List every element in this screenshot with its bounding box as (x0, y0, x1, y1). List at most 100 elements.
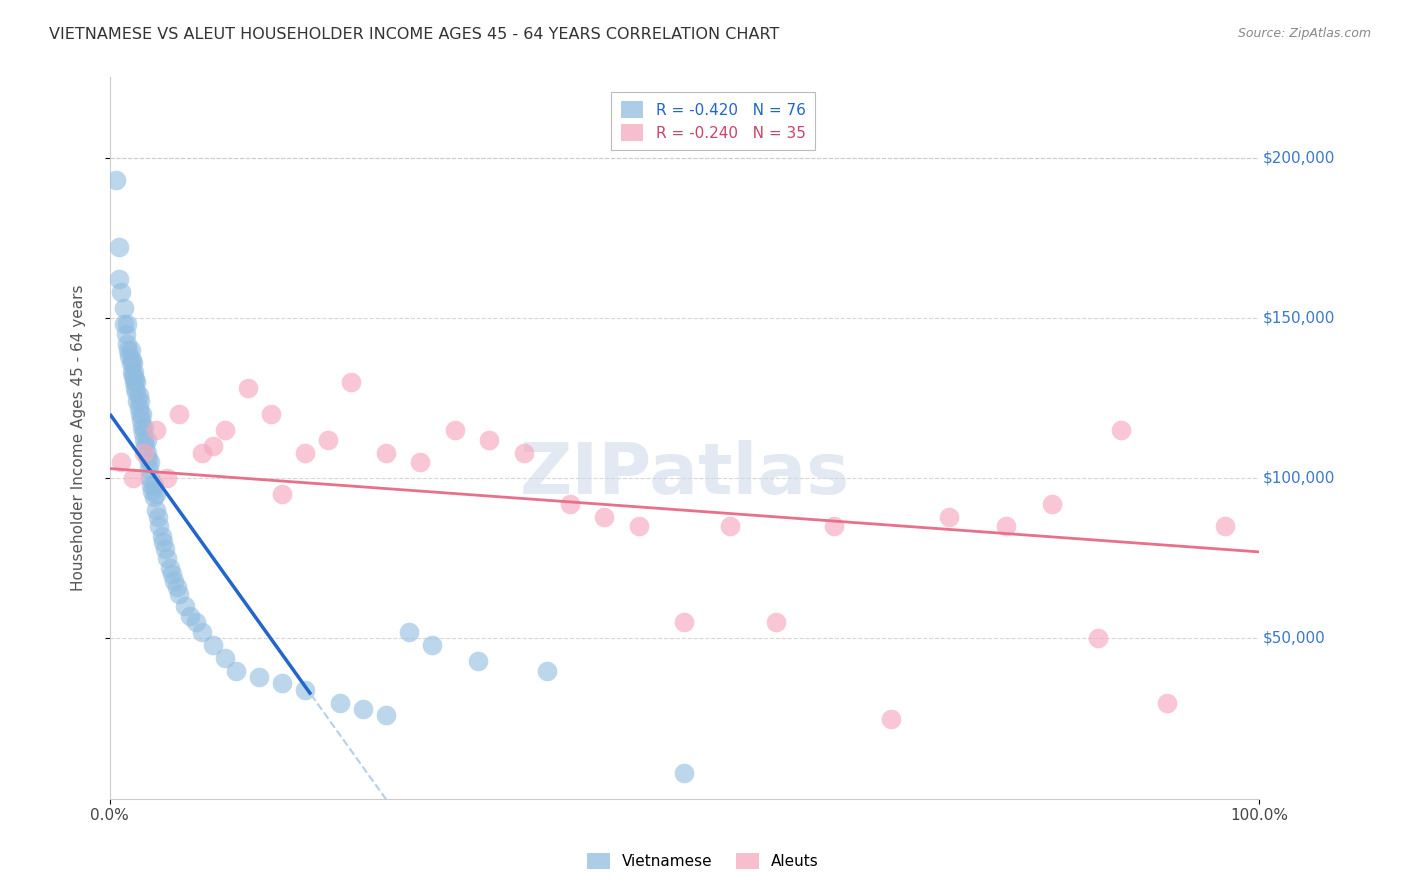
Point (202, 638, 225, 652)
Point (128, 407, 150, 421)
Point (118, 349, 141, 363)
Point (131, 420, 153, 434)
Point (117, 343, 139, 357)
Point (214, 650, 236, 665)
Point (160, 567, 183, 582)
Point (823, 519, 845, 533)
Point (173, 599, 195, 614)
Point (467, 654, 489, 668)
Point (179, 609, 201, 624)
Point (141, 477, 163, 491)
Point (125, 384, 148, 399)
Point (316, 433, 339, 447)
Point (409, 455, 432, 469)
Point (112, 301, 135, 316)
Point (131, 407, 153, 421)
Point (110, 455, 132, 469)
Point (512, 445, 534, 459)
Point (352, 702, 374, 716)
Text: ZIPatlas: ZIPatlas (519, 440, 849, 508)
Point (880, 712, 903, 726)
Point (593, 509, 616, 524)
Point (127, 394, 149, 409)
Point (146, 509, 169, 524)
Text: $200,000: $200,000 (1263, 150, 1334, 165)
Point (142, 491, 165, 505)
Point (163, 574, 186, 588)
Point (110, 285, 132, 300)
Point (150, 529, 173, 543)
Point (132, 426, 155, 441)
Point (1156, 696, 1178, 710)
Point (134, 433, 156, 447)
Point (134, 439, 156, 453)
Point (1213, 519, 1236, 533)
Point (136, 452, 159, 467)
Point (1109, 423, 1132, 437)
Point (108, 240, 131, 254)
Point (120, 343, 142, 357)
Point (153, 541, 176, 556)
Point (115, 318, 138, 332)
Point (294, 682, 316, 697)
Point (122, 365, 145, 379)
Point (236, 381, 259, 395)
Point (374, 445, 396, 459)
Point (138, 461, 160, 475)
Point (159, 561, 181, 575)
Point (121, 471, 143, 485)
Point (129, 413, 152, 427)
Point (145, 423, 167, 437)
Point (128, 394, 150, 409)
Point (128, 388, 150, 402)
Point (536, 664, 558, 678)
Text: VIETNAMESE VS ALEUT HOUSEHOLDER INCOME AGES 45 - 64 YEARS CORRELATION CHART: VIETNAMESE VS ALEUT HOUSEHOLDER INCOME A… (49, 27, 779, 42)
Point (124, 372, 146, 386)
Point (156, 471, 179, 485)
Point (121, 352, 143, 367)
Text: $50,000: $50,000 (1263, 631, 1326, 646)
Point (420, 638, 443, 652)
Point (141, 483, 163, 498)
Point (673, 615, 696, 630)
Point (374, 708, 396, 723)
Point (191, 625, 214, 640)
Point (124, 381, 146, 395)
Point (115, 336, 138, 351)
Point (184, 615, 207, 630)
Point (260, 407, 283, 421)
Point (294, 445, 316, 459)
Point (398, 625, 420, 640)
Point (142, 477, 165, 491)
Point (558, 497, 581, 511)
Point (134, 445, 156, 459)
Point (122, 375, 145, 389)
Point (104, 173, 127, 187)
Point (139, 455, 162, 469)
Point (443, 423, 465, 437)
Point (134, 420, 156, 434)
Text: $150,000: $150,000 (1263, 310, 1334, 326)
Point (121, 356, 143, 370)
Point (1087, 632, 1109, 646)
Point (271, 676, 294, 690)
Point (673, 766, 696, 780)
Point (271, 487, 294, 501)
Point (148, 519, 170, 533)
Point (166, 580, 188, 594)
Legend: Vietnamese, Aleuts: Vietnamese, Aleuts (581, 847, 825, 875)
Point (995, 519, 1018, 533)
Y-axis label: Householder Income Ages 45 - 64 years: Householder Income Ages 45 - 64 years (72, 285, 86, 591)
Point (108, 272, 131, 286)
Point (214, 423, 236, 437)
Point (121, 365, 143, 379)
Point (167, 407, 190, 421)
Point (329, 696, 352, 710)
Point (478, 433, 501, 447)
Point (627, 519, 650, 533)
Point (1040, 497, 1063, 511)
Point (191, 445, 214, 459)
Point (139, 471, 162, 485)
Point (145, 487, 167, 501)
Point (156, 551, 179, 566)
